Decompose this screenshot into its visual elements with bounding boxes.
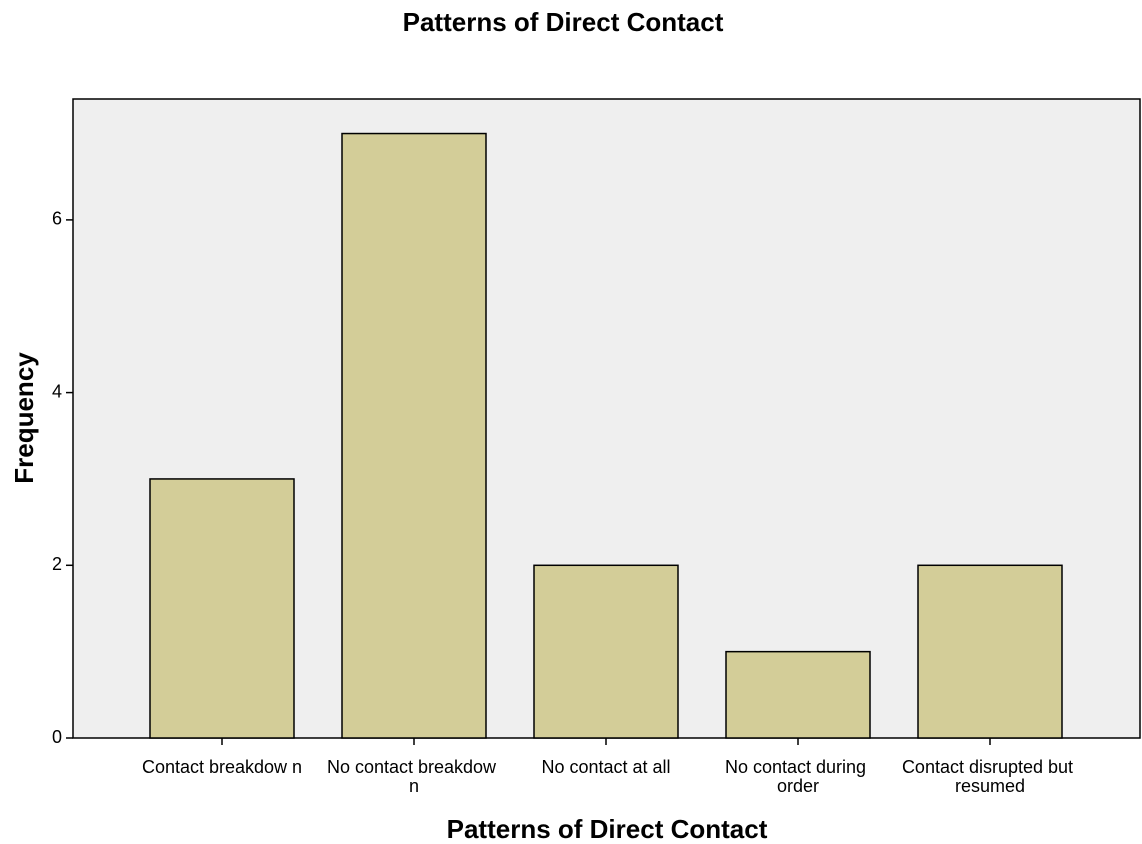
bar [149,478,295,739]
x-tick-label: No contact during order [725,757,871,796]
x-axis-title: Patterns of Direct Contact [447,814,768,844]
y-axis-title: Frequency [9,352,39,484]
x-tick-label: Contact breakdow n [142,757,302,777]
bar [533,564,679,739]
chart-title: Patterns of Direct Contact [403,7,724,37]
y-tick-label: 6 [52,209,62,229]
bar [725,650,871,739]
y-tick-label: 4 [52,381,62,401]
x-tick-label: No contact at all [541,757,670,777]
bar [341,132,487,739]
x-tick-label: Contact disrupted but resumed [902,757,1078,796]
x-tick-label: No contact breakdow n [327,757,501,796]
y-tick-label: 2 [52,554,62,574]
y-tick-label: 0 [52,727,62,747]
bar [917,564,1063,739]
